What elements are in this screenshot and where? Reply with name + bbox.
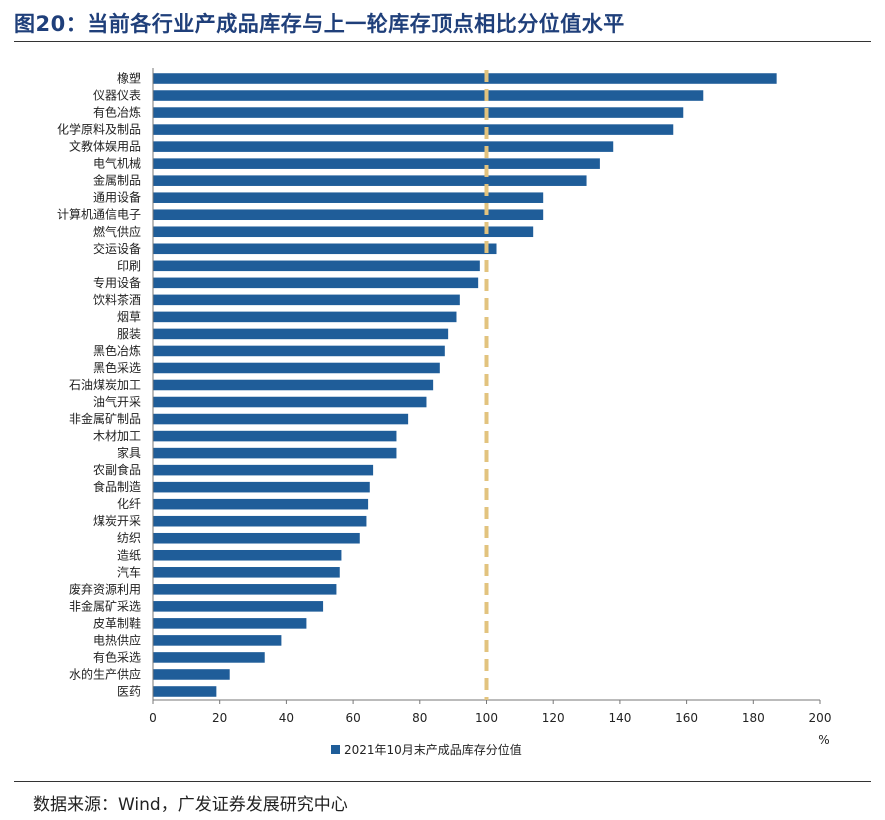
- category-label: 化学原料及制品: [57, 122, 141, 137]
- bar-水的生产供应: [153, 669, 230, 680]
- category-label: 皮革制鞋: [93, 615, 141, 630]
- category-label: 化纤: [117, 497, 141, 511]
- category-label: 非金属矿制品: [69, 411, 141, 426]
- bar-饮料茶酒: [153, 294, 460, 306]
- x-tick-label: 80: [412, 711, 427, 725]
- category-label: 木材加工: [93, 429, 141, 443]
- category-label: 有色冶炼: [93, 105, 141, 120]
- bar-家具: [153, 447, 397, 459]
- bar-石油煤炭加工: [153, 379, 434, 391]
- bar-chart: 橡塑仪器仪表有色冶炼化学原料及制品文教体娱用品电气机械金属制品通用设备计算机通信…: [57, 68, 832, 757]
- bar-电气机械: [153, 158, 600, 169]
- bar-交运设备: [153, 243, 497, 255]
- category-label: 燃气供应: [93, 224, 141, 239]
- bar-食品制造: [153, 481, 370, 493]
- bar-文教体娱用品: [153, 141, 614, 152]
- category-label: 农副食品: [93, 462, 141, 477]
- category-label: 有色采选: [93, 650, 141, 664]
- bar-仪器仪表: [153, 90, 704, 101]
- bar-农副食品: [153, 464, 374, 476]
- x-tick-label: 0: [149, 711, 157, 725]
- x-tick-label: 60: [345, 711, 360, 725]
- category-label: 非金属矿采选: [69, 598, 141, 613]
- category-label: 仪器仪表: [93, 89, 141, 103]
- bar-黑色采选: [153, 362, 440, 374]
- x-tick-label: 20: [212, 711, 227, 725]
- category-label: 黑色采选: [93, 361, 141, 375]
- bar-非金属矿制品: [153, 413, 409, 425]
- category-label: 计算机通信电子: [57, 207, 141, 222]
- bar-造纸: [153, 549, 342, 561]
- x-tick-label: 120: [542, 711, 565, 725]
- source-divider: [14, 781, 871, 782]
- category-label: 造纸: [117, 548, 141, 562]
- x-tick-label: 140: [608, 711, 631, 725]
- source-note: 数据来源：Wind，广发证券发展研究中心: [33, 795, 348, 815]
- category-label: 纺织: [117, 531, 141, 545]
- category-label: 烟草: [117, 310, 141, 324]
- bar-电热供应: [153, 635, 282, 646]
- category-label: 医药: [117, 684, 141, 698]
- bar-纺织: [153, 532, 360, 544]
- bar-燃气供应: [153, 226, 534, 238]
- legend-label: 2021年10月末产成品库存分位值: [344, 742, 522, 757]
- category-label: 交运设备: [93, 241, 141, 256]
- bar-橡塑: [153, 73, 777, 84]
- bar-非金属矿采选: [153, 601, 324, 612]
- bar-煤炭开采: [153, 515, 367, 527]
- category-label: 石油煤炭加工: [69, 378, 141, 392]
- x-axis-unit: %: [818, 733, 829, 747]
- bar-医药: [153, 686, 217, 697]
- category-label: 服装: [117, 327, 141, 341]
- bar-服装: [153, 328, 449, 340]
- bar-木材加工: [153, 430, 397, 442]
- category-label: 文教体娱用品: [69, 139, 141, 154]
- x-tick-label: 200: [809, 711, 832, 725]
- bar-印刷: [153, 260, 480, 272]
- x-tick-label: 40: [279, 711, 294, 725]
- bar-金属制品: [153, 175, 587, 186]
- bar-有色采选: [153, 652, 265, 663]
- category-label: 废弃资源利用: [69, 581, 141, 596]
- category-label: 饮料茶酒: [93, 292, 141, 307]
- category-label: 橡塑: [117, 71, 141, 86]
- category-labels: 橡塑仪器仪表有色冶炼化学原料及制品文教体娱用品电气机械金属制品通用设备计算机通信…: [57, 71, 141, 699]
- bar-烟草: [153, 311, 457, 323]
- category-label: 专用设备: [93, 275, 141, 290]
- category-label: 汽车: [117, 564, 141, 579]
- chart-title: 图20：当前各行业产成品库存与上一轮库存顶点相比分位值水平: [14, 12, 625, 36]
- bar-专用设备: [153, 277, 479, 289]
- legend-swatch: [331, 745, 340, 754]
- bars-group: [153, 73, 777, 697]
- category-label: 印刷: [117, 259, 141, 273]
- bar-黑色冶炼: [153, 345, 445, 357]
- x-tick-label: 100: [475, 711, 498, 725]
- bar-汽车: [153, 567, 340, 578]
- category-label: 金属制品: [93, 173, 141, 188]
- category-label: 油气开采: [93, 394, 141, 409]
- category-label: 家具: [117, 445, 141, 460]
- bar-化纤: [153, 498, 369, 510]
- category-label: 通用设备: [93, 191, 141, 205]
- title-divider: [14, 41, 871, 42]
- x-tick-label: 180: [742, 711, 765, 725]
- category-label: 水的生产供应: [69, 666, 141, 681]
- bar-皮革制鞋: [153, 618, 307, 629]
- category-label: 电气机械: [93, 156, 141, 171]
- category-label: 黑色冶炼: [93, 343, 141, 358]
- bar-通用设备: [153, 192, 544, 203]
- category-label: 食品制造: [93, 479, 141, 494]
- legend: 2021年10月末产成品库存分位值: [331, 742, 522, 757]
- bar-计算机通信电子: [153, 209, 544, 221]
- category-label: 煤炭开采: [93, 514, 141, 528]
- bar-废弃资源利用: [153, 584, 337, 595]
- bar-油气开采: [153, 396, 427, 408]
- bar-化学原料及制品: [153, 124, 674, 135]
- x-tick-label: 160: [675, 711, 698, 725]
- bar-有色冶炼: [153, 107, 684, 118]
- category-label: 电热供应: [93, 632, 141, 647]
